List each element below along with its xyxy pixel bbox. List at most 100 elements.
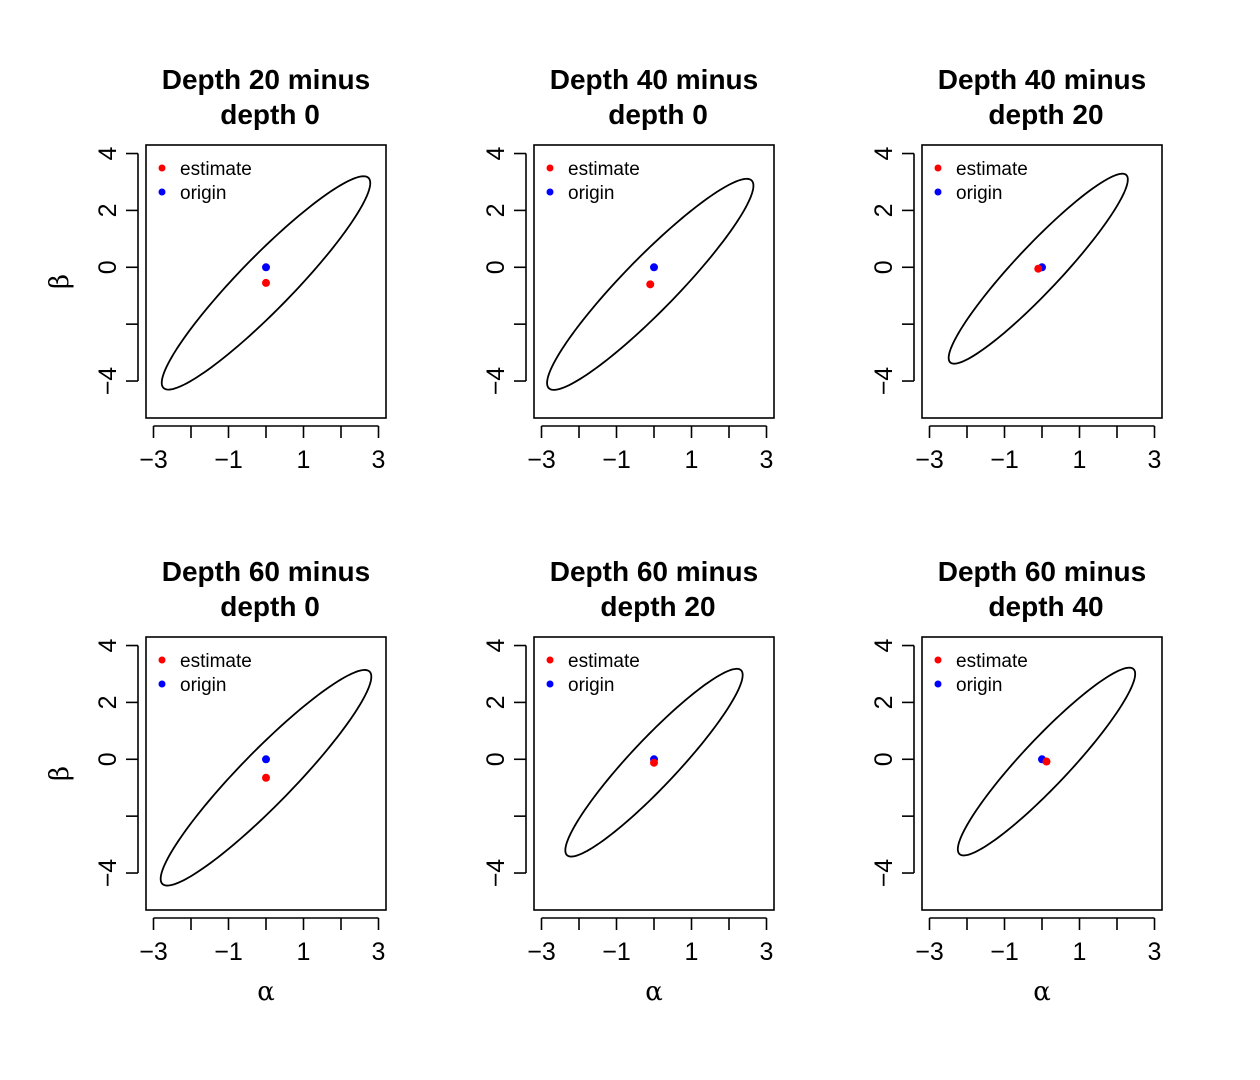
x-tick-label: 1 bbox=[685, 446, 699, 474]
estimate-point bbox=[262, 773, 270, 782]
panel-title-line-1: Depth 60 minus bbox=[162, 556, 370, 587]
panel-5: Depth 60 minus depth 20 −3 −1 1 3 −4 0 2 4 α estima… bbox=[482, 556, 775, 1007]
panel-title-line-1: Depth 60 minus bbox=[550, 556, 758, 587]
y-tick-label: 2 bbox=[94, 203, 122, 217]
plot-frame bbox=[145, 144, 387, 419]
legend-label-origin: origin bbox=[956, 675, 1002, 696]
y-tick-label: 0 bbox=[94, 260, 122, 274]
x-tick-label: −3 bbox=[139, 938, 168, 966]
panel-3: Depth 40 minus depth 20 −3 −1 1 3 −4 0 2 4 estimat… bbox=[870, 64, 1163, 474]
x-tick-label: −3 bbox=[139, 446, 168, 474]
origin-point bbox=[262, 263, 270, 272]
confidence-ellipse bbox=[956, 666, 1137, 857]
x-tick-label: −1 bbox=[990, 938, 1019, 966]
x-tick-label: 1 bbox=[1073, 446, 1087, 474]
x-tick-label: −3 bbox=[915, 446, 944, 474]
y-tick-label: 4 bbox=[870, 638, 898, 652]
legend-label-origin: origin bbox=[568, 183, 614, 204]
y-tick-label: 2 bbox=[482, 695, 510, 709]
y-tick-label: 4 bbox=[94, 638, 122, 652]
y-tick-label: −4 bbox=[482, 859, 510, 888]
legend-label-estimate: estimate bbox=[568, 159, 640, 180]
y-tick-label: 0 bbox=[482, 260, 510, 274]
y-tick-label: 2 bbox=[482, 203, 510, 217]
y-tick-label: −4 bbox=[482, 367, 510, 396]
plot-frame bbox=[921, 144, 1163, 419]
x-tick-label: −1 bbox=[214, 938, 243, 966]
panel-title-line-1: Depth 40 minus bbox=[550, 64, 758, 95]
x-tick-label: −1 bbox=[602, 938, 631, 966]
y-tick-label: 0 bbox=[870, 752, 898, 766]
y-axis-label: β bbox=[45, 766, 75, 781]
plot-frame bbox=[145, 636, 387, 911]
plot-frame bbox=[921, 636, 1163, 911]
legend-marker-estimate bbox=[934, 656, 942, 664]
x-tick-label: −1 bbox=[602, 446, 631, 474]
panel-title-line-2: depth 0 bbox=[220, 591, 320, 622]
confidence-ellipse bbox=[159, 669, 373, 887]
estimate-point bbox=[262, 278, 270, 287]
y-tick-label: 0 bbox=[94, 752, 122, 766]
panel-4: Depth 60 minus depth 0 −3 −1 1 3 −4 0 2 4 β α estima… bbox=[45, 556, 387, 1007]
y-tick-label: 4 bbox=[482, 146, 510, 160]
plot-frame bbox=[533, 144, 775, 419]
legend-label-origin: origin bbox=[956, 183, 1002, 204]
legend-label-origin: origin bbox=[180, 675, 226, 696]
y-tick-label: −4 bbox=[870, 859, 898, 888]
y-tick-label: −4 bbox=[94, 859, 122, 888]
y-tick-label: 4 bbox=[870, 146, 898, 160]
legend-marker-estimate bbox=[546, 656, 554, 664]
y-tick-label: 2 bbox=[870, 695, 898, 709]
legend-label-estimate: estimate bbox=[180, 651, 252, 672]
origin-point bbox=[262, 755, 270, 764]
panel-1: Depth 20 minus depth 0 −3 −1 1 3 −4 0 2 4 β estimat… bbox=[45, 64, 387, 474]
estimate-point bbox=[650, 758, 658, 767]
legend-marker-origin bbox=[546, 680, 554, 688]
x-tick-label: 1 bbox=[297, 446, 311, 474]
y-tick-label: 4 bbox=[94, 146, 122, 160]
panel-title-line-2: depth 20 bbox=[988, 99, 1103, 130]
x-tick-label: −1 bbox=[214, 446, 243, 474]
y-tick-label: −4 bbox=[870, 367, 898, 396]
y-tick-label: 2 bbox=[870, 203, 898, 217]
y-tick-label: 0 bbox=[870, 260, 898, 274]
y-tick-label: 2 bbox=[94, 695, 122, 709]
x-tick-label: −1 bbox=[990, 446, 1019, 474]
plot-frame bbox=[533, 636, 775, 911]
x-tick-label: −3 bbox=[915, 938, 944, 966]
panel-title-line-1: Depth 60 minus bbox=[938, 556, 1146, 587]
panel-title-line-1: Depth 40 minus bbox=[938, 64, 1146, 95]
estimate-point bbox=[1042, 757, 1051, 766]
x-tick-label: 3 bbox=[372, 938, 386, 966]
panel-title-line-2: depth 20 bbox=[600, 591, 715, 622]
x-tick-label: 3 bbox=[760, 446, 774, 474]
confidence-ellipse bbox=[546, 177, 755, 391]
legend-label-origin: origin bbox=[180, 183, 226, 204]
legend-label-estimate: estimate bbox=[956, 159, 1028, 180]
legend-label-estimate: estimate bbox=[568, 651, 640, 672]
estimate-point bbox=[646, 280, 655, 289]
legend-marker-estimate bbox=[158, 164, 166, 172]
x-tick-label: 3 bbox=[372, 446, 386, 474]
legend-marker-origin bbox=[934, 188, 942, 196]
estimate-point bbox=[1034, 264, 1043, 273]
confidence-ellipse bbox=[564, 667, 744, 858]
x-tick-label: 1 bbox=[685, 938, 699, 966]
y-tick-label: 0 bbox=[482, 752, 510, 766]
panel-6: Depth 60 minus depth 40 −3 −1 1 3 −4 0 2 4 α estima… bbox=[870, 556, 1163, 1007]
legend-label-origin: origin bbox=[568, 675, 614, 696]
panel-title-line-2: depth 0 bbox=[220, 99, 320, 130]
x-tick-label: 1 bbox=[297, 938, 311, 966]
legend-marker-origin bbox=[158, 188, 166, 196]
x-tick-label: 1 bbox=[1073, 938, 1087, 966]
legend-marker-estimate bbox=[546, 164, 554, 172]
origin-point bbox=[650, 263, 658, 272]
legend-marker-origin bbox=[158, 680, 166, 688]
x-tick-label: 3 bbox=[1148, 938, 1162, 966]
panel-title-line-2: depth 40 bbox=[988, 591, 1103, 622]
confidence-ellipse bbox=[947, 172, 1129, 365]
legend-label-estimate: estimate bbox=[180, 159, 252, 180]
x-axis-label: α bbox=[1033, 977, 1051, 1007]
legend-marker-estimate bbox=[158, 656, 166, 664]
